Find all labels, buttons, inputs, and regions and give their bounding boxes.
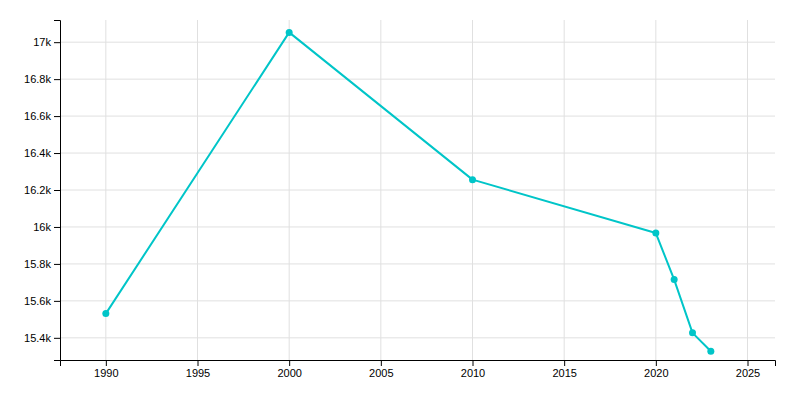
tick: 17k <box>33 36 60 48</box>
tick: 16.8k <box>24 73 60 85</box>
tick: 2020 <box>644 360 668 379</box>
tick-label: 17k <box>33 36 51 48</box>
tick: 16k <box>33 221 60 233</box>
tick-label: 2025 <box>736 367 760 379</box>
point <box>689 329 696 336</box>
tick: 2000 <box>277 360 301 379</box>
grid-line <box>60 116 775 117</box>
point <box>671 276 678 283</box>
tick: 15.8k <box>24 258 60 270</box>
tick: 15.6k <box>24 295 60 307</box>
point <box>469 176 476 183</box>
tick-label: 15.4k <box>24 332 51 344</box>
axis-line <box>61 361 776 367</box>
point <box>652 230 659 237</box>
grid-line <box>60 337 775 338</box>
tick-mark <box>54 190 60 191</box>
tick-mark <box>54 338 60 339</box>
tick-mark <box>656 360 657 366</box>
grid <box>60 20 775 360</box>
tick-mark <box>54 79 60 80</box>
tick: 1990 <box>94 360 118 379</box>
tick-label: 15.6k <box>24 295 51 307</box>
line <box>106 32 711 351</box>
tick: 2025 <box>736 360 760 379</box>
tick-label: 2020 <box>644 367 668 379</box>
tick-mark <box>54 153 60 154</box>
tick-label: 2010 <box>461 367 485 379</box>
grid-line <box>60 190 775 191</box>
tick-label: 16.6k <box>24 110 51 122</box>
tick-mark <box>54 42 60 43</box>
chart: 1990199520002005201020152020202515.4k15.… <box>0 0 800 400</box>
tick: 2005 <box>369 360 393 379</box>
tick-mark <box>381 360 382 366</box>
tick-label: 1990 <box>94 367 118 379</box>
point <box>286 29 293 36</box>
tick-mark <box>54 227 60 228</box>
tick-mark <box>564 360 565 366</box>
tick-mark <box>106 360 107 366</box>
tick-label: 16.2k <box>24 184 51 196</box>
tick: 15.4k <box>24 332 60 344</box>
tick: 2015 <box>552 360 576 379</box>
grid-line <box>60 42 775 43</box>
tick-mark <box>473 360 474 366</box>
y-axis: 15.4k 15.6k 15.8k 16k 16.2k 16.4k 16.6k 16.8k 17… <box>24 21 60 361</box>
grid-line <box>60 300 775 301</box>
point <box>102 310 109 317</box>
axis-line <box>54 21 61 361</box>
x-axis: 1990 1995 2000 2005 2010 2015 2020 2025 <box>61 360 776 379</box>
tick-label: 2005 <box>369 367 393 379</box>
tick-mark <box>54 301 60 302</box>
tick: 2010 <box>461 360 485 379</box>
tick-mark <box>198 360 199 366</box>
tick-label: 15.8k <box>24 258 51 270</box>
tick-label: 16.8k <box>24 73 51 85</box>
tick-label: 16k <box>33 221 51 233</box>
tick-label: 1995 <box>186 367 210 379</box>
tick-label: 2000 <box>277 367 301 379</box>
tick-mark <box>54 264 60 265</box>
tick: 16.2k <box>24 184 60 196</box>
point <box>707 348 714 355</box>
tick-mark <box>289 360 290 366</box>
tick-label: 16.4k <box>24 147 51 159</box>
tick-mark <box>54 116 60 117</box>
grid-line <box>60 226 775 227</box>
tick-label: 2015 <box>552 367 576 379</box>
grid-line <box>60 79 775 80</box>
tick: 1995 <box>186 360 210 379</box>
tick: 16.6k <box>24 110 60 122</box>
tick: 16.4k <box>24 147 60 159</box>
tick-mark <box>748 360 749 366</box>
plot: 1990199520002005201020152020202515.4k15.… <box>24 20 775 379</box>
grid-line <box>60 153 775 154</box>
marks <box>102 29 714 355</box>
